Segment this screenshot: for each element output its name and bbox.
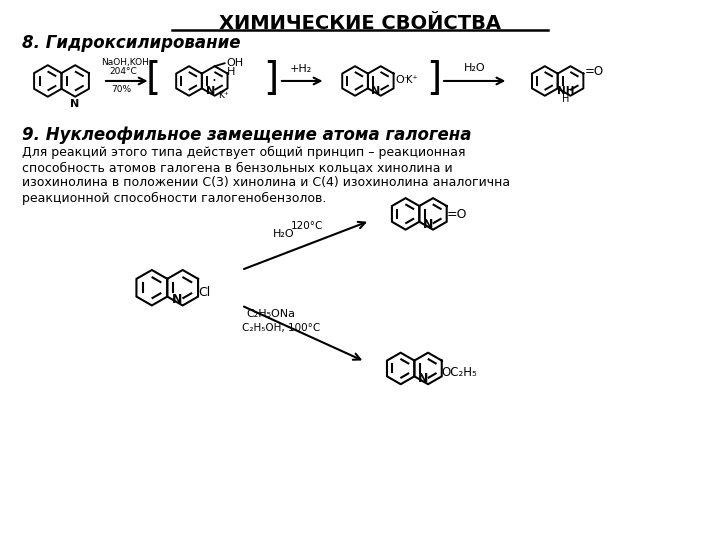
Text: H: H (562, 93, 570, 104)
Text: K⁺: K⁺ (407, 75, 418, 85)
Text: ·: · (211, 74, 216, 89)
Text: N: N (423, 218, 433, 231)
Text: изохинолина в положении С(3) хинолина и С(4) изохинолина аналогична: изохинолина в положении С(3) хинолина и … (22, 177, 510, 190)
Text: N: N (171, 293, 182, 307)
Text: Cl: Cl (199, 286, 211, 299)
Text: 120°C: 120°C (291, 221, 323, 231)
Text: =O: =O (585, 65, 603, 78)
Text: C₂H₅ONa: C₂H₅ONa (246, 309, 295, 319)
Text: N: N (372, 86, 380, 96)
Text: [: [ (145, 60, 161, 98)
Text: ХИМИЧЕСКИЕ СВОЙСТВА: ХИМИЧЕСКИЕ СВОЙСТВА (219, 14, 501, 33)
Text: H₂O: H₂O (464, 63, 485, 73)
Text: реакционной способности галогенобензолов.: реакционной способности галогенобензолов… (22, 192, 326, 205)
Text: ]: ] (426, 60, 442, 98)
Text: ]: ] (264, 60, 279, 98)
Text: N: N (418, 372, 428, 385)
Text: H₂O: H₂O (273, 228, 294, 239)
Text: способность атомов галогена в бензольных кольцах хинолина и: способность атомов галогена в бензольных… (22, 161, 453, 174)
Text: 8. Гидроксилирование: 8. Гидроксилирование (22, 33, 240, 52)
Text: H: H (227, 67, 235, 77)
Text: N: N (70, 99, 78, 109)
Text: =O: =O (447, 208, 467, 221)
Text: 204°C: 204°C (109, 67, 137, 76)
Text: 9. Нуклеофильное замещение атома галогена: 9. Нуклеофильное замещение атома галоген… (22, 126, 472, 144)
Text: O⁻: O⁻ (395, 75, 410, 85)
Text: 70%: 70% (111, 85, 131, 94)
Text: NaOH,KOH: NaOH,KOH (101, 58, 149, 67)
Text: OH: OH (227, 58, 243, 68)
Text: Для реакций этого типа действует общий принцип – реакционная: Для реакций этого типа действует общий п… (22, 146, 465, 159)
Text: K⁺: K⁺ (217, 91, 228, 100)
Text: OC₂H₅: OC₂H₅ (441, 366, 477, 379)
Text: NH: NH (557, 86, 575, 96)
Text: N: N (206, 86, 215, 96)
Text: +H₂: +H₂ (289, 64, 312, 74)
Text: C₂H₅OH, 100°C: C₂H₅OH, 100°C (243, 323, 320, 333)
